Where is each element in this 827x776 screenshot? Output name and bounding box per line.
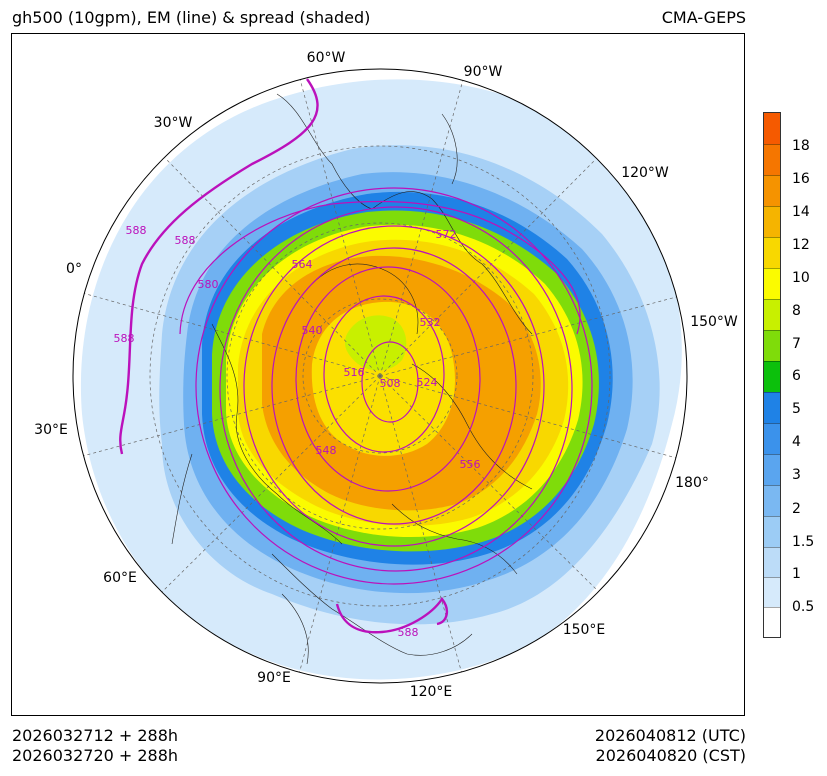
colorbar-seg [764, 547, 780, 577]
colorbar-seg [764, 423, 780, 454]
spread-shading [80, 79, 682, 680]
colorbar-label: 0.5 [792, 599, 815, 615]
colorbar-label: 5 [792, 401, 801, 417]
colorbar-label: 14 [792, 204, 810, 220]
contour-label: 508 [380, 377, 401, 390]
colorbar-label: 18 [792, 138, 810, 154]
contours [179, 187, 593, 585]
colorbar-label: 7 [792, 336, 801, 352]
colorbar-label: 8 [792, 303, 801, 319]
lon-label: 180° [675, 475, 709, 491]
contour-label: 564 [292, 258, 313, 271]
colorbar-label: 4 [792, 434, 801, 450]
colorbar-label: 12 [792, 237, 810, 253]
colorbar-label: 16 [792, 171, 810, 187]
colorbar-seg [764, 516, 780, 547]
footer-left: 2026032712 + 288h 2026032720 + 288h [12, 726, 178, 766]
lon-label: 60°W [306, 50, 346, 66]
contour-label: 556 [460, 458, 481, 471]
lon-label: 150°E [562, 622, 606, 638]
contour-label: 580 [198, 278, 219, 291]
colorbar-seg [764, 361, 780, 392]
contour-label: 540 [302, 324, 323, 337]
contour-label: 524 [417, 376, 438, 389]
colorbar-label: 1 [792, 566, 801, 582]
contour-label: 588 [175, 234, 196, 247]
colorbar-seg [764, 237, 780, 268]
colorbar [763, 112, 781, 638]
contour-label: 548 [316, 444, 337, 457]
contour-label: 516 [344, 366, 365, 379]
footer-right: 2026040812 (UTC) 2026040820 (CST) [595, 726, 746, 766]
contour-588 [119, 78, 449, 634]
colorbar-seg [764, 485, 780, 516]
colorbar-seg [764, 607, 780, 637]
globe-outline [72, 68, 688, 684]
contour-label: 572 [436, 228, 457, 241]
map-frame: 508 516 524 532 540 548 556 564 572 580 … [11, 33, 745, 716]
coastlines [171, 93, 533, 665]
model-name: CMA-GEPS [661, 8, 746, 27]
colorbar-label: 6 [792, 368, 801, 384]
lon-label: 30°W [153, 115, 193, 131]
colorbar-seg [764, 206, 780, 237]
init-time-cst: 2026032720 + 288h [12, 746, 179, 765]
colorbar-label: 2 [792, 501, 801, 517]
contour-labels: 508 516 524 532 540 548 556 564 572 580 … [114, 224, 481, 639]
spread-core-low [344, 315, 407, 371]
lon-label: 0° [66, 261, 82, 277]
lon-label: 90°E [257, 670, 291, 686]
colorbar-seg [764, 299, 780, 330]
graticule [78, 78, 681, 675]
colorbar-seg [764, 175, 780, 206]
colorbar-label: 3 [792, 467, 801, 483]
contour-label: 532 [420, 316, 441, 329]
lon-label: 150°W [690, 314, 738, 330]
contour-label: 588 [114, 332, 135, 345]
colorbar-label: 1.5 [792, 534, 815, 550]
contour-label: 588 [398, 626, 419, 639]
lon-label: 120°W [621, 165, 669, 181]
colorbar-label: 10 [792, 270, 810, 286]
valid-time-utc: 2026040812 (UTC) [594, 726, 746, 745]
contour-label: 588 [126, 224, 147, 237]
init-time-utc: 2026032712 + 288h [12, 726, 179, 745]
lon-label: 30°E [34, 422, 68, 438]
colorbar-seg [764, 577, 780, 607]
lon-label: 90°W [463, 64, 503, 80]
lon-label: 60°E [103, 570, 137, 586]
colorbar-seg [764, 330, 780, 361]
chart-title: gh500 (10gpm), EM (line) & spread (shade… [12, 8, 371, 27]
lon-label: 120°E [409, 684, 453, 700]
valid-time-cst: 2026040820 (CST) [595, 746, 746, 765]
polar-map: 508 516 524 532 540 548 556 564 572 580 … [72, 68, 688, 684]
colorbar-seg [764, 113, 780, 144]
colorbar-seg [764, 144, 780, 175]
colorbar-seg [764, 392, 780, 423]
colorbar-seg [764, 454, 780, 485]
colorbar-seg [764, 268, 780, 299]
